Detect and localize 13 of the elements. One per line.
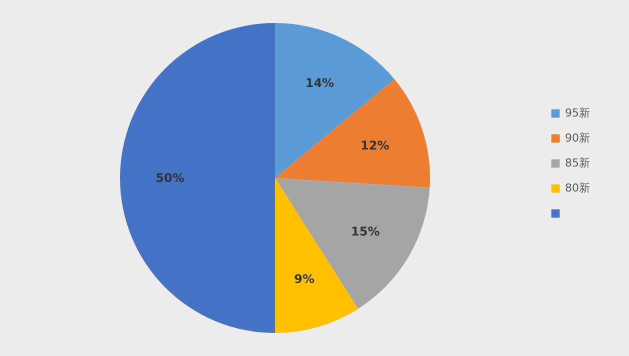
data-label: 15% [351, 224, 380, 238]
legend-label: 90新 [565, 132, 590, 144]
legend-label: 95新 [565, 106, 590, 120]
data-label: 14% [305, 76, 334, 90]
legend-label: 85新 [565, 156, 590, 170]
pie-slice [275, 178, 430, 309]
data-label: 12% [360, 138, 390, 153]
pie-slice [275, 23, 394, 178]
data-label: 9% [294, 272, 314, 286]
pie-slice [120, 23, 275, 333]
data-label: 50% [156, 171, 184, 185]
legend-label: 80新 [565, 182, 590, 194]
pie-slice [275, 79, 430, 188]
